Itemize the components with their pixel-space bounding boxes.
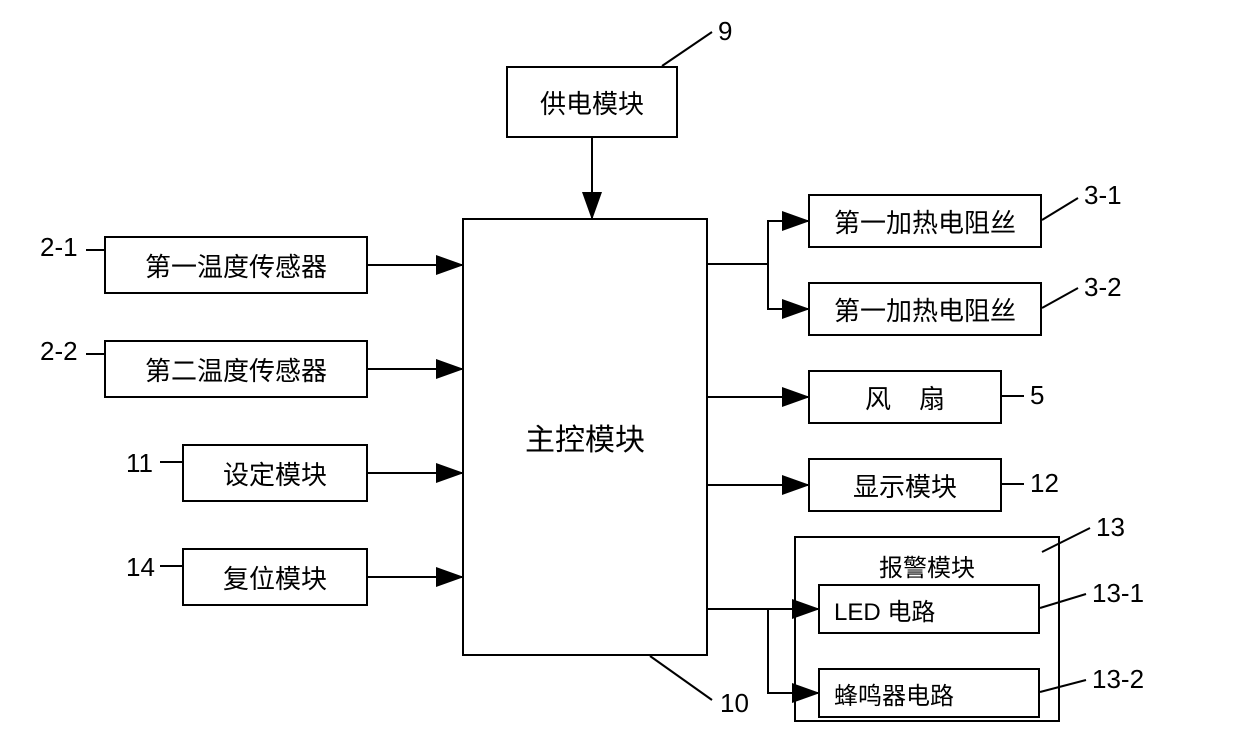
heater1-label: 第一加热电阻丝 — [834, 203, 1016, 240]
num-temp1: 2-1 — [40, 232, 78, 263]
temp2-label: 第二温度传感器 — [145, 351, 327, 388]
fan-char2: 扇 — [919, 379, 945, 416]
num-buzzer: 13-2 — [1092, 664, 1144, 695]
fan-char1: 风 — [865, 379, 891, 416]
num-power: 9 — [718, 16, 732, 47]
main-block: 主控模块 — [462, 218, 708, 656]
temp1-label: 第一温度传感器 — [145, 247, 327, 284]
buzzer-block: 蜂鸣器电路 — [818, 668, 1040, 718]
temp2-block: 第二温度传感器 — [104, 340, 368, 398]
reset-label: 复位模块 — [223, 559, 327, 596]
num-setting: 11 — [126, 448, 153, 479]
diagram-canvas: 供电模块 第一温度传感器 第二温度传感器 设定模块 复位模块 主控模块 第一加热… — [0, 0, 1240, 755]
heater1-block: 第一加热电阻丝 — [808, 194, 1042, 248]
buzzer-label: 蜂鸣器电路 — [834, 676, 954, 711]
alarm-title: 报警模块 — [796, 548, 1058, 583]
display-label: 显示模块 — [853, 467, 957, 504]
led-block: LED 电路 — [818, 584, 1040, 634]
num-fan: 5 — [1030, 380, 1044, 411]
main-label: 主控模块 — [525, 415, 645, 459]
setting-label: 设定模块 — [223, 455, 327, 492]
num-heater1: 3-1 — [1084, 180, 1122, 211]
num-heater2: 3-2 — [1084, 272, 1122, 303]
heater2-label: 第一加热电阻丝 — [834, 291, 1016, 328]
heater2-block: 第一加热电阻丝 — [808, 282, 1042, 336]
num-led: 13-1 — [1092, 578, 1144, 609]
power-block: 供电模块 — [506, 66, 678, 138]
fan-block: 风 扇 — [808, 370, 1002, 424]
num-reset: 14 — [126, 552, 155, 583]
num-main: 10 — [720, 688, 749, 719]
reset-block: 复位模块 — [182, 548, 368, 606]
led-label: LED 电路 — [834, 592, 935, 627]
temp1-block: 第一温度传感器 — [104, 236, 368, 294]
num-alarm: 13 — [1096, 512, 1125, 543]
num-temp2: 2-2 — [40, 336, 78, 367]
power-label: 供电模块 — [540, 84, 644, 121]
num-display: 12 — [1030, 468, 1059, 499]
setting-block: 设定模块 — [182, 444, 368, 502]
display-block: 显示模块 — [808, 458, 1002, 512]
